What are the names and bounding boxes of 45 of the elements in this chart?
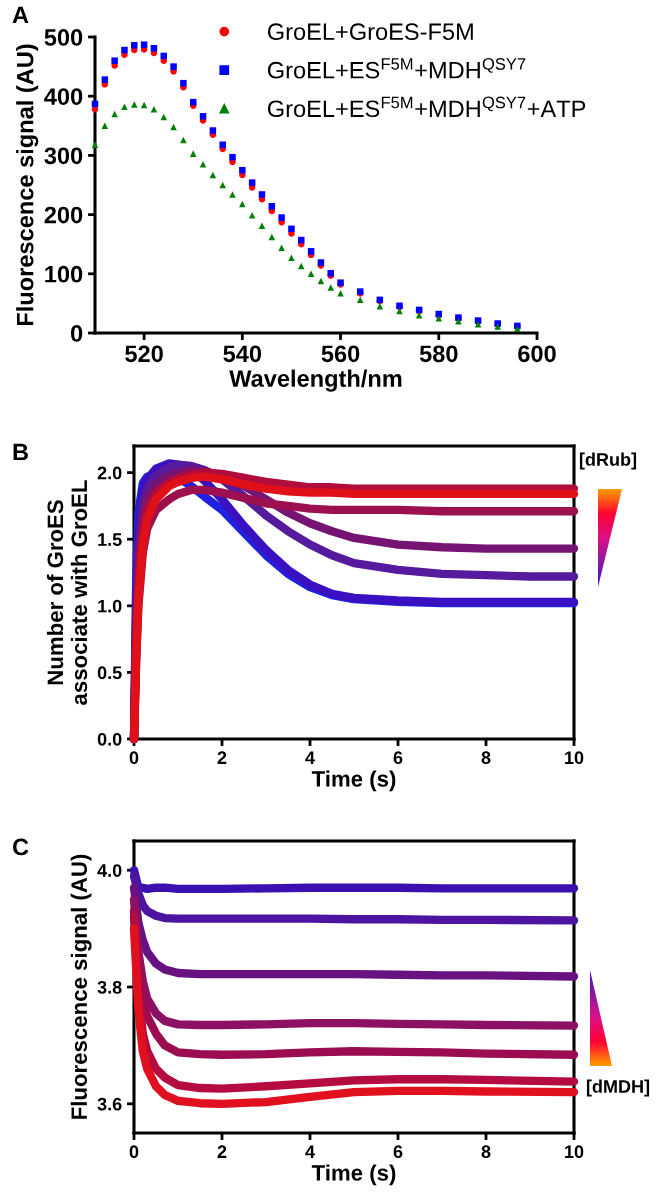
x-axis-title: Time (s): [311, 1164, 396, 1186]
x-tick-label: 2: [217, 1145, 227, 1158]
x-axis-title: Wavelength/nm: [229, 369, 402, 392]
text: B: [13, 443, 28, 461]
x-tick-label: 560: [321, 345, 360, 363]
x-tick-label: 2: [217, 751, 227, 764]
x-tick-label: 0: [129, 1145, 139, 1159]
y-axis-title: Fluorescence signal (AU): [16, 44, 39, 326]
text: A: [12, 6, 29, 24]
y-tick-label: 300: [44, 147, 83, 165]
y-tick-label: 0.5: [97, 666, 122, 680]
y-tick-label: 400: [44, 88, 83, 105]
y-tick-label: 4.0: [97, 864, 122, 877]
x-tick-label: 600: [518, 345, 556, 363]
x-tick-label: 4: [305, 1145, 315, 1158]
y-tick-label: 3.6: [97, 1097, 122, 1111]
text: [dMDH]: [586, 1079, 650, 1097]
x-axis-title: Time (s): [311, 770, 396, 792]
text: C: [12, 838, 29, 856]
x-tick-label: 520: [125, 345, 163, 363]
text: [dRub]: [579, 452, 637, 470]
y-tick-label: 100: [45, 265, 83, 283]
y-tick-label: 0.0: [97, 732, 122, 746]
y-tick-label: 0: [71, 325, 83, 342]
x-tick-label: 4: [305, 751, 315, 764]
y-tick-label: 500: [44, 29, 83, 46]
x-tick-label: 10: [565, 751, 584, 765]
y-tick-label: 3.8: [97, 980, 122, 994]
x-tick-label: 8: [481, 751, 491, 765]
y-tick-label: 1.0: [98, 599, 122, 613]
x-tick-label: 0: [129, 751, 139, 765]
x-tick-label: 540: [223, 345, 262, 363]
y-tick-label: 2.0: [97, 466, 122, 480]
legend-label: GroEL+ES$^{F5M}$+MDH$^{QSY7}$: [267, 58, 526, 79]
x-tick-label: 580: [419, 345, 458, 363]
legend-label: GroEL+GroES-F5M: [267, 23, 473, 41]
x-tick-label: 6: [393, 751, 403, 765]
y-tick-label: 200: [44, 206, 83, 224]
legend-label: GroEL+ES$^{F5M}$+MDH$^{QSY7}$+ATP: [267, 96, 586, 118]
x-tick-label: 8: [481, 1145, 491, 1159]
y-axis-title: Number of GroES associate with GroEL: [46, 480, 88, 705]
y-axis-title: Fluorescence signal (AU): [70, 854, 92, 1119]
x-tick-label: 10: [565, 1145, 584, 1159]
x-tick-label: 6: [393, 1145, 403, 1159]
y-tick-label: 1.5: [98, 533, 122, 546]
